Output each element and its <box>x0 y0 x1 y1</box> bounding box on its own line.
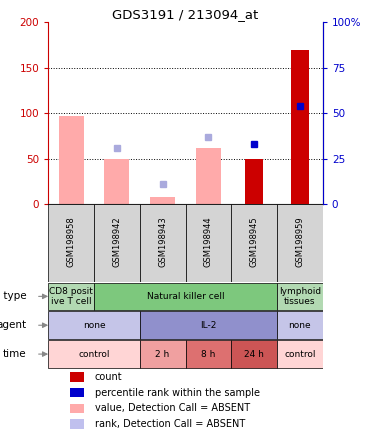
Text: lymphoid
tissues: lymphoid tissues <box>279 287 321 306</box>
Bar <box>48 204 94 282</box>
Text: GSM198942: GSM198942 <box>112 216 121 267</box>
Text: Natural killer cell: Natural killer cell <box>147 292 224 301</box>
Text: percentile rank within the sample: percentile rank within the sample <box>95 388 260 398</box>
Bar <box>140 340 186 368</box>
Text: count: count <box>95 372 122 382</box>
Bar <box>48 282 94 310</box>
Bar <box>140 311 277 339</box>
Bar <box>196 148 221 204</box>
Text: control: control <box>78 349 110 359</box>
Text: 2 h: 2 h <box>155 349 170 359</box>
Bar <box>70 419 84 428</box>
Text: IL-2: IL-2 <box>200 321 217 330</box>
Text: rank, Detection Call = ABSENT: rank, Detection Call = ABSENT <box>95 419 245 429</box>
Bar <box>231 204 277 282</box>
Text: GSM198958: GSM198958 <box>67 216 76 267</box>
Bar <box>277 204 323 282</box>
Text: none: none <box>83 321 105 330</box>
Text: agent: agent <box>0 320 26 330</box>
Bar <box>70 404 84 413</box>
Bar <box>277 311 323 339</box>
Text: time: time <box>3 349 26 359</box>
Text: value, Detection Call = ABSENT: value, Detection Call = ABSENT <box>95 403 250 413</box>
Bar <box>59 116 84 204</box>
Text: GSM198945: GSM198945 <box>250 216 259 267</box>
Bar <box>277 340 323 368</box>
Text: 8 h: 8 h <box>201 349 216 359</box>
Bar <box>231 340 277 368</box>
Text: CD8 posit
ive T cell: CD8 posit ive T cell <box>49 287 93 306</box>
Text: 24 h: 24 h <box>244 349 264 359</box>
Bar <box>140 204 186 282</box>
Bar <box>48 311 140 339</box>
Title: GDS3191 / 213094_at: GDS3191 / 213094_at <box>112 8 259 21</box>
Bar <box>94 282 277 310</box>
Text: cell type: cell type <box>0 291 26 301</box>
Bar <box>70 388 84 397</box>
Text: GSM198944: GSM198944 <box>204 216 213 267</box>
Bar <box>150 197 175 204</box>
Text: GSM198943: GSM198943 <box>158 216 167 267</box>
Bar <box>94 204 140 282</box>
Text: control: control <box>284 349 316 359</box>
Bar <box>277 282 323 310</box>
Bar <box>104 159 129 204</box>
Bar <box>186 204 231 282</box>
Bar <box>186 340 231 368</box>
Bar <box>48 340 140 368</box>
Bar <box>291 50 309 204</box>
Bar <box>245 159 263 204</box>
Text: none: none <box>289 321 311 330</box>
Bar <box>70 373 84 382</box>
Text: GSM198959: GSM198959 <box>295 216 304 267</box>
